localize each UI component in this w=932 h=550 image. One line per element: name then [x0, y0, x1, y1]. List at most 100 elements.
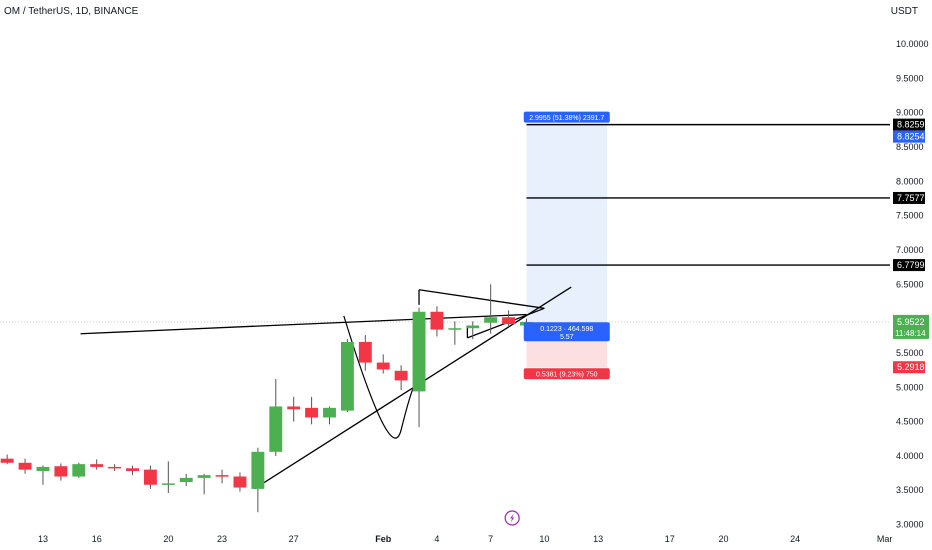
y-tick-label: 3.5000 — [896, 485, 924, 495]
position-zones — [0, 124, 890, 368]
candle-body — [197, 475, 211, 478]
price-tag-label: 8.8254 — [897, 132, 925, 142]
candle-body — [394, 370, 408, 381]
candle — [323, 406, 336, 425]
candle — [215, 469, 229, 484]
y-tick-label: 8.5000 — [896, 142, 924, 152]
x-tick-label: 4 — [434, 534, 439, 544]
candle-body — [448, 328, 462, 330]
candle — [305, 396, 319, 425]
candle-body — [287, 406, 301, 410]
profit-label-box — [523, 111, 610, 123]
y-tick-label: 10.0000 — [896, 39, 929, 49]
price-tag-label: 7.7577 — [897, 193, 925, 203]
candle — [54, 463, 68, 481]
currency-label: USDT — [890, 6, 918, 17]
candle — [502, 310, 516, 327]
cup-curve — [343, 315, 416, 439]
current-price-tag — [893, 314, 929, 339]
candle-body — [484, 317, 498, 323]
candle — [484, 284, 498, 334]
y-tick-label: 5.0000 — [896, 382, 924, 392]
candle — [251, 447, 265, 513]
candle-body — [90, 464, 104, 467]
price-tag — [893, 191, 925, 204]
position-labels: 2.9955 (51.38%) 2391.7 0.1223 · 464.5985.… — [523, 111, 610, 380]
candle-body — [376, 362, 390, 370]
candle — [179, 473, 193, 487]
candle — [126, 465, 139, 476]
x-tick-label: Mar — [877, 534, 893, 544]
candle-body — [502, 317, 516, 325]
candle-body — [305, 407, 319, 418]
loss-label: 0.5381 (9.23%) 750 — [536, 372, 598, 379]
candle — [376, 354, 390, 374]
x-tick-label: Feb — [375, 534, 392, 544]
price-axis: 3.00003.50004.00004.50005.00005.50006.00… — [893, 39, 929, 530]
price-tag-label: 5.2918 — [897, 362, 925, 372]
trendline — [418, 289, 545, 309]
price-tag-label: 8.8259 — [897, 120, 925, 130]
candle — [233, 472, 247, 492]
candle-body — [36, 466, 50, 472]
candle — [108, 464, 122, 472]
drawing-lines — [80, 123, 890, 490]
candle-body — [126, 468, 139, 472]
x-tick-label: 20 — [163, 534, 173, 544]
candle — [143, 465, 157, 489]
lightning-icon — [510, 513, 515, 523]
x-tick-label: 20 — [718, 534, 728, 544]
x-tick-label: 16 — [92, 534, 102, 544]
y-tick-label: 8.0000 — [896, 176, 924, 186]
candle — [18, 458, 32, 474]
candle-body — [0, 458, 14, 463]
candle — [197, 473, 211, 495]
x-tick-label: 17 — [665, 534, 675, 544]
y-tick-label: 6.5000 — [896, 279, 924, 289]
candle-body — [215, 475, 229, 477]
entry-label: 5.57 — [560, 334, 574, 341]
candle-body — [358, 341, 372, 363]
y-tick-label: 7.0000 — [896, 245, 924, 255]
y-tick-label: 9.5000 — [896, 73, 924, 83]
candle — [72, 462, 86, 478]
candle-body — [430, 311, 444, 330]
x-tick-label: 24 — [790, 534, 800, 544]
symbol-title[interactable]: OM / TetherUS, 1D, BINANCE — [4, 6, 139, 17]
candle — [287, 396, 301, 422]
x-tick-label: 13 — [38, 534, 48, 544]
candle-body — [179, 477, 193, 483]
current-price-label: 5.9522 — [897, 317, 925, 327]
time-axis: 13 16 20 23 27 Feb 4 7 10 13 17 20 24 Mar — [38, 510, 893, 544]
entry-label-box — [523, 322, 610, 342]
x-tick-label: 23 — [217, 534, 227, 544]
y-tick-label: 4.5000 — [896, 417, 924, 427]
candle-body — [269, 406, 283, 452]
y-tick-label: 3.0000 — [896, 520, 924, 530]
profit-zone — [526, 124, 608, 331]
candle-body — [72, 464, 86, 477]
candle — [161, 461, 175, 493]
countdown-label: 11:48:14 — [895, 329, 926, 338]
price-tag-label: 6.7799 — [897, 260, 925, 270]
x-tick-label: 27 — [289, 534, 299, 544]
y-tick-label: 9.0000 — [896, 108, 924, 118]
price-tag — [893, 259, 925, 272]
price-tag — [893, 118, 925, 131]
loss-label-box — [523, 368, 610, 380]
candle — [269, 379, 283, 456]
candle-body — [340, 341, 354, 411]
candle-body — [412, 311, 426, 392]
candle-body — [466, 325, 480, 329]
profit-label: 2.9955 (51.38%) 2391.7 — [529, 115, 604, 122]
candle-body — [161, 483, 175, 485]
candle-body — [54, 466, 68, 477]
x-tick-label: 10 — [539, 534, 549, 544]
candles — [0, 284, 533, 513]
candle-body — [18, 462, 32, 470]
candle-body — [143, 469, 157, 485]
candle — [90, 459, 104, 470]
x-tick-label: 13 — [593, 534, 603, 544]
candle — [430, 306, 444, 337]
